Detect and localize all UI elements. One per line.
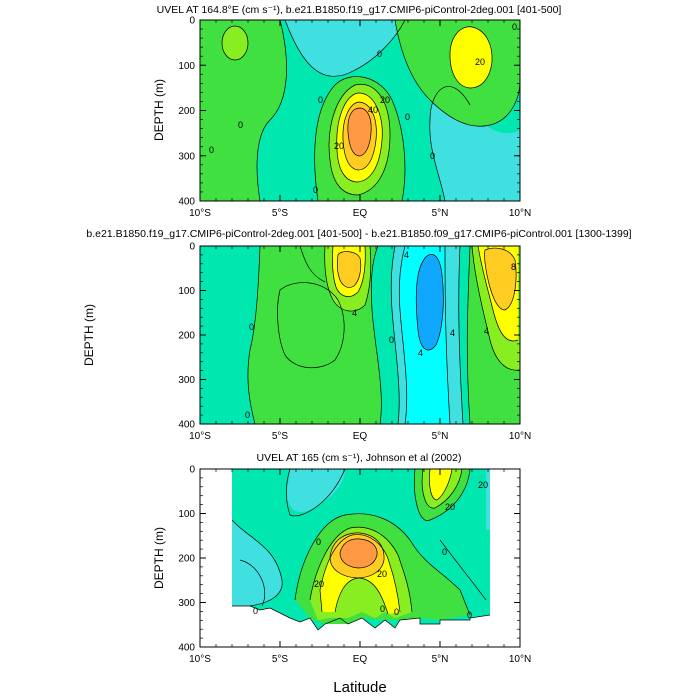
p1-contour-label: 0 xyxy=(405,112,410,122)
x-tick-label: 10°N xyxy=(509,431,531,442)
y-tick-label: 100 xyxy=(178,286,195,297)
p1-fill-yellow-right xyxy=(450,26,493,88)
p2-contour-label: 4 xyxy=(352,308,357,318)
p2-fill-teal-left xyxy=(200,246,260,424)
x-tick-label: EQ xyxy=(353,208,368,219)
y-tick-label: 200 xyxy=(178,106,195,117)
p1-contour-label: 0 xyxy=(238,120,243,130)
p3-contour-label: 20 xyxy=(445,502,455,512)
p2-contour-label: 0 xyxy=(245,410,250,420)
p2-fill-gold-center xyxy=(337,251,361,288)
y-tick-label: 0 xyxy=(189,16,195,27)
p3-contour-label: 20 xyxy=(314,579,324,589)
x-tick-label: 5°S xyxy=(272,654,289,665)
panel-1-contours xyxy=(200,20,520,201)
p3-contour-label: 20 xyxy=(377,569,387,579)
p3-contour-label: 0 xyxy=(253,606,258,616)
x-axis-label: Latitude xyxy=(333,679,386,696)
p3-fill-orange-core xyxy=(340,538,378,568)
y-tick-label: 0 xyxy=(189,242,195,253)
p3-fill-lightblue-left xyxy=(232,520,283,606)
p1-contour-label: 0 xyxy=(318,95,323,105)
p2-fill-blue-core xyxy=(416,254,444,350)
panel-2-title: b.e21.B1850.f19_g17.CMIP6-piControl-2deg… xyxy=(86,228,631,240)
x-tick-label: 10°S xyxy=(189,654,211,665)
y-tick-label: 200 xyxy=(178,554,195,565)
x-tick-label: 5°N xyxy=(432,654,449,665)
p3-fill-lightblue-right xyxy=(486,469,490,530)
y-tick-label: 300 xyxy=(178,598,195,609)
panel-2-ylabel: DEPTH (m) xyxy=(82,304,96,366)
p3-fill-lightblue-top xyxy=(287,469,345,512)
p3-contour-label: 0 xyxy=(380,604,385,614)
x-tick-label: 5°S xyxy=(272,431,289,442)
p1-contour-label: 40 xyxy=(368,105,378,115)
x-tick-label: 10°S xyxy=(189,208,211,219)
y-tick-label: 100 xyxy=(178,61,195,72)
y-tick-label: 400 xyxy=(178,197,195,208)
p3-contour-label: 0 xyxy=(394,607,399,617)
panel-2: b.e21.B1850.f19_g17.CMIP6-piControl-2deg… xyxy=(82,228,632,442)
y-tick-label: 400 xyxy=(178,643,195,654)
p1-contour-label: 0 xyxy=(377,49,382,59)
panel-3-contours xyxy=(231,469,491,631)
p3-contour-label: 0 xyxy=(442,547,447,557)
p1-contour-label: 0 xyxy=(313,185,318,195)
panel-3-title: UVEL AT 165 (cm s⁻¹), Johnson et al (200… xyxy=(257,452,462,464)
p3-contour-label: 0 xyxy=(316,537,321,547)
p3-fill-yellow-top xyxy=(429,469,452,500)
p2-contour-label: 4 xyxy=(418,348,423,358)
x-tick-label: EQ xyxy=(353,431,368,442)
x-tick-label: 5°N xyxy=(432,208,449,219)
y-tick-label: 300 xyxy=(178,375,195,386)
p2-contour-label: 4 xyxy=(404,250,409,260)
x-tick-label: 10°N xyxy=(509,654,531,665)
p1-contour-label: 20 xyxy=(380,95,390,105)
x-tick-label: 10°N xyxy=(509,208,531,219)
p1-contour-label: 0 xyxy=(512,22,517,32)
p1-contour-label: 20 xyxy=(334,141,344,151)
p2-contour-label: 0 xyxy=(389,335,394,345)
p1-fill-orange-core xyxy=(347,108,372,156)
x-tick-label: 5°S xyxy=(272,208,289,219)
x-tick-label: 5°N xyxy=(432,431,449,442)
y-tick-label: 100 xyxy=(178,509,195,520)
p2-contour-label: 4 xyxy=(450,328,455,338)
p1-contour-label: 20 xyxy=(475,57,485,67)
y-tick-label: 0 xyxy=(189,465,195,476)
panel-3-ylabel: DEPTH (m) xyxy=(152,527,166,589)
p1-contour-label: 0 xyxy=(209,145,214,155)
y-tick-label: 200 xyxy=(178,331,195,342)
y-tick-label: 400 xyxy=(178,420,195,431)
p2-contour-label: 0 xyxy=(249,322,254,332)
p2-contour-label: 8 xyxy=(511,262,516,272)
p3-contour-label: 20 xyxy=(478,480,488,490)
panel-1-title: UVEL AT 164.8°E (cm s⁻¹), b.e21.B1850.f1… xyxy=(157,4,562,16)
y-tick-label: 300 xyxy=(178,151,195,162)
panel-3: UVEL AT 165 (cm s⁻¹), Johnson et al (200… xyxy=(152,452,531,665)
p1-fill-lime-left xyxy=(222,26,248,60)
x-tick-label: 10°S xyxy=(189,431,211,442)
p1-fill-green-left xyxy=(200,20,287,201)
x-tick-label: EQ xyxy=(353,654,368,665)
panel-1: UVEL AT 164.8°E (cm s⁻¹), b.e21.B1850.f1… xyxy=(152,4,561,219)
panel-2-contours xyxy=(200,246,520,424)
panel-1-ylabel: DEPTH (m) xyxy=(152,79,166,141)
p2-contour-label: 4 xyxy=(484,326,489,336)
p1-contour-label: 0 xyxy=(430,151,435,161)
p3-contour-label: 0 xyxy=(467,610,472,620)
